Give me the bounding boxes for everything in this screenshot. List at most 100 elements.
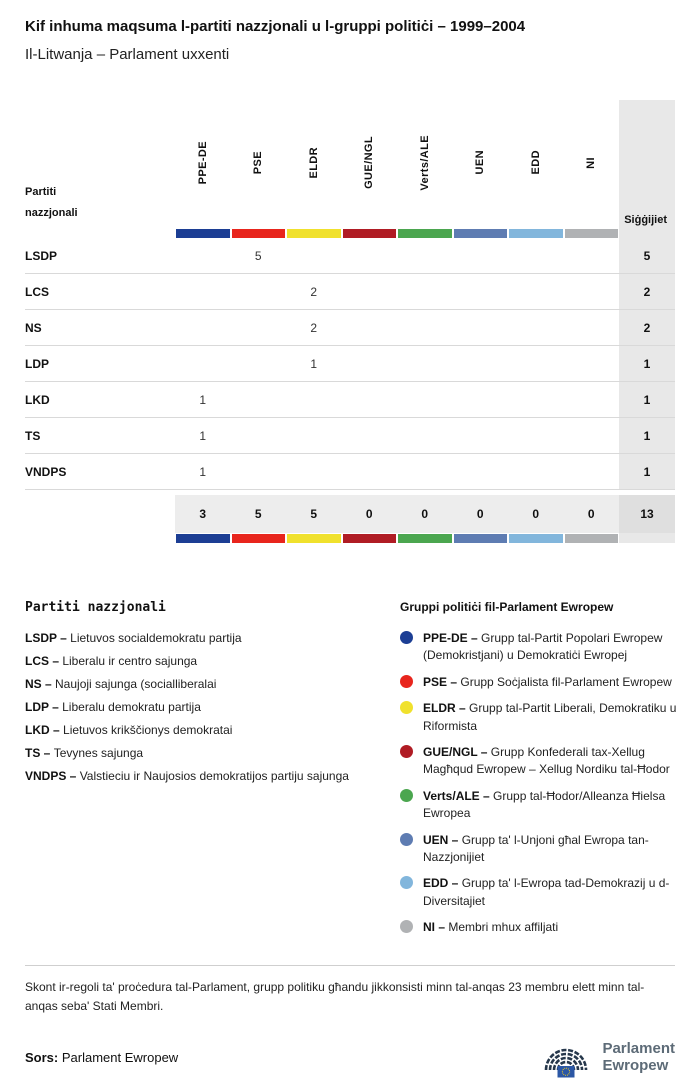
seat-count-cell — [563, 417, 619, 454]
group-color-bar — [231, 533, 285, 543]
group-color-bar-cell — [564, 533, 620, 543]
seat-count-cell — [175, 238, 231, 274]
legend-national-parties: Partiti nazzjonali LSDP – Lietuvos socia… — [25, 600, 380, 792]
legend-party-abbr: LDP – — [25, 700, 63, 714]
source-value: Parlament Ewropew — [61, 1049, 179, 1065]
legend-party-name: Liberalu demokratu partija — [62, 700, 201, 714]
legend-group-color-dot — [400, 832, 413, 846]
seat-count-cell — [452, 417, 508, 454]
group-color-bar — [509, 228, 563, 238]
group-color-bar-cell — [342, 533, 398, 543]
legend-group-item: GUE/NGL – Grupp Konfederali tax-Xellug M… — [400, 744, 678, 779]
group-column-header: Verts/ALE — [397, 100, 453, 228]
seat-count-cell — [397, 273, 453, 310]
group-color-bar-cell — [286, 533, 342, 543]
source-row: Sors: Parlament Ewropew Parlament Ewrope… — [25, 1028, 675, 1086]
seat-count-cell — [341, 417, 397, 454]
seat-count-cell — [452, 453, 508, 490]
seat-count-cell: 5 — [230, 238, 286, 274]
legend-group-item: ELDR – Grupp tal-Partit Liberali, Demokr… — [400, 700, 678, 735]
group-total-cell: 0 — [341, 495, 397, 533]
seat-count-cell — [341, 345, 397, 382]
group-color-bar-cell — [453, 533, 509, 543]
legend-party-item: LDP – Liberalu demokratu partija — [25, 700, 380, 714]
legend-group-name: Grupp ta' l-Unjoni għal Ewropa tan-Nazzj… — [423, 832, 649, 864]
group-column-header: ELDR — [286, 100, 342, 228]
hemicycle-icon — [545, 1048, 588, 1078]
group-column-header: GUE/NGL — [342, 100, 398, 228]
seat-count-cell — [563, 309, 619, 346]
table-row: LCS 2 2 — [25, 273, 675, 310]
legend-party-item: NS – Naujoji sajunga (socialliberalai — [25, 677, 380, 691]
legend-group-name: Grupp tal-Partit Popolari Ewropew (Demok… — [423, 631, 663, 663]
table-row: VNDPS 1 1 — [25, 453, 675, 490]
seat-count-cell — [452, 309, 508, 346]
seat-count-cell — [563, 381, 619, 418]
group-color-bar — [564, 228, 618, 238]
seat-count-cell — [508, 309, 564, 346]
group-column-header: PPE-DE — [175, 100, 231, 228]
group-total-cell: 0 — [563, 495, 619, 533]
seat-count-cell — [230, 381, 286, 418]
row-total-cell: 5 — [619, 238, 675, 274]
group-color-bar-cell — [175, 533, 231, 543]
party-name-cell: LSDP — [25, 238, 175, 274]
table-row: LKD 1 1 — [25, 381, 675, 418]
logo-wordmark: Parlament Ewropew — [602, 1040, 675, 1075]
seat-count-cell — [563, 345, 619, 382]
page-title: Kif inhuma maqsuma l-partiti nazzjonali … — [25, 18, 526, 35]
party-name-cell: LDP — [25, 345, 175, 382]
seats-column-footer-cell — [619, 533, 675, 543]
group-color-bar-cell — [397, 533, 453, 543]
legend-group-abbr: NI – — [423, 920, 449, 935]
legend-party-name: Naujoji sajunga (socialliberalai — [55, 677, 217, 691]
legend-group-abbr: ELDR – — [423, 701, 470, 716]
legend-party-item: LCS – Liberalu ir centro sajunga — [25, 654, 380, 668]
legend-party-abbr: LSDP – — [25, 631, 71, 645]
legend-group-name: Grupp ta' l-Ewropa tad-Demokrazij u d-Di… — [423, 876, 670, 908]
row-total-cell: 2 — [619, 309, 675, 346]
group-color-bar-cell — [508, 228, 564, 238]
group-column-label: ELDR — [307, 146, 320, 179]
seat-count-cell: 1 — [286, 345, 342, 382]
group-column-header: PSE — [231, 100, 287, 228]
legend-group-text: ELDR – Grupp tal-Partit Liberali, Demokr… — [423, 700, 678, 735]
group-color-bar — [509, 533, 563, 543]
legend-party-name: Valstieciu ir Naujosios demokratijos par… — [79, 769, 349, 783]
group-total-cell: 0 — [508, 495, 564, 533]
group-color-bar-cell — [397, 228, 453, 238]
legend-party-abbr: LKD – — [25, 723, 64, 737]
seat-count-cell — [230, 309, 286, 346]
seat-count-cell — [341, 453, 397, 490]
group-color-bar-cell — [342, 228, 398, 238]
seat-count-cell — [175, 345, 231, 382]
group-column-label: Verts/ALE — [418, 134, 431, 191]
legend-group-abbr: Verts/ALE – — [423, 788, 494, 803]
seat-count-cell — [341, 309, 397, 346]
seat-count-cell — [397, 381, 453, 418]
group-color-bar — [398, 533, 452, 543]
logo-wordmark-line1: Parlament — [602, 1039, 675, 1057]
legend-party-name: Tevynes sajunga — [53, 746, 144, 760]
group-total-cell: 5 — [286, 495, 342, 533]
legend-group-item: PSE – Grupp Soċjalista fil-Parlament Ewr… — [400, 674, 678, 691]
party-name-cell: LCS — [25, 273, 175, 310]
legend-group-text: NI – Membri mhux affiljati — [423, 919, 558, 936]
grand-total-cell: 13 — [619, 495, 675, 533]
seat-count-cell — [563, 453, 619, 490]
source-label: Sors: — [25, 1049, 59, 1065]
seat-count-cell: 1 — [175, 453, 231, 490]
legend-party-abbr: LCS – — [25, 654, 63, 668]
seat-count-cell — [286, 381, 342, 418]
group-color-bar — [287, 228, 341, 238]
group-total-cell: 5 — [230, 495, 286, 533]
group-color-bar-cell — [508, 533, 564, 543]
european-parliament-logo: Parlament Ewropew — [540, 1034, 675, 1080]
seat-count-cell — [286, 417, 342, 454]
seats-table: Partiti nazzjonali PPE-DE PSE ELDR GUE/NGL V… — [25, 100, 675, 543]
legend-group-text: PSE – Grupp Soċjalista fil-Parlament Ewr… — [423, 674, 672, 691]
eu-flag-icon — [557, 1066, 575, 1078]
legend-groups-title: Gruppi politiċi fil-Parlament Ewropew — [400, 600, 614, 614]
table-row: NS 2 2 — [25, 309, 675, 346]
group-color-bar-cell — [286, 228, 342, 238]
